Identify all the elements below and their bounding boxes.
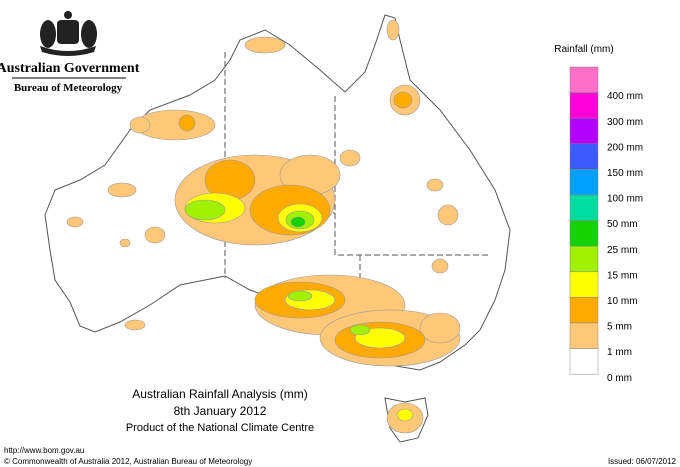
legend-swatch <box>569 322 599 349</box>
legend-label: 400 mm <box>607 91 643 102</box>
legend-swatch <box>569 117 599 145</box>
crest <box>40 11 97 56</box>
legend-label: 300 mm <box>607 117 643 128</box>
legend-swatch <box>569 271 599 298</box>
issued: Issued: 06/07/2012 <box>608 457 677 466</box>
legend-label: 10 mm <box>607 296 638 307</box>
legend-label: 0 mm <box>607 373 632 384</box>
legend-label: 200 mm <box>607 142 643 153</box>
rainfall-15mm <box>184 199 371 336</box>
url: http://www.bom.gov.au <box>4 446 84 455</box>
map-date: 8th January 2012 <box>174 404 267 418</box>
bureau: Bureau of Meteorology <box>14 82 123 94</box>
legend: 400 mm 300 mm 200 mm 150 mm 100 mm 50 mm 25 mm… <box>569 66 643 384</box>
map-title: Australian Rainfall Analysis (mm) <box>132 387 307 401</box>
legend-label: 25 mm <box>607 245 638 256</box>
legend-label: 150 mm <box>607 168 643 179</box>
legend-swatch <box>569 66 599 93</box>
legend-label: 15 mm <box>607 270 638 281</box>
legend-label: 50 mm <box>607 219 638 230</box>
legend-swatch <box>569 194 599 221</box>
map-credit: Product of the National Climate Centre <box>126 422 314 434</box>
legend-swatch <box>569 348 599 375</box>
legend-swatch <box>569 169 599 196</box>
legend-title: Rainfall (mm) <box>554 44 613 55</box>
legend-swatch <box>569 143 599 170</box>
copyright: © Commonwealth of Australia 2012, Austra… <box>4 457 252 466</box>
rainfall-25mm <box>290 216 306 228</box>
legend-swatch <box>569 220 599 247</box>
legend-label: 5 mm <box>607 322 632 333</box>
legend-swatch <box>569 92 599 119</box>
legend-label: 1 mm <box>607 347 632 358</box>
agency: Australian Government <box>0 61 140 76</box>
legend-swatch <box>569 245 599 273</box>
legend-label: 100 mm <box>607 194 643 205</box>
legend-swatch <box>569 297 599 324</box>
